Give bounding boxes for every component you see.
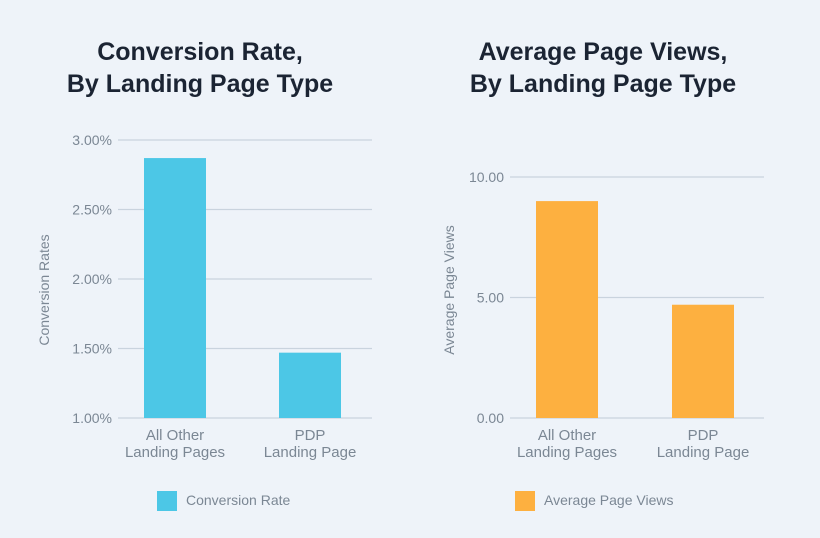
y-tick-label: 10.00	[469, 169, 504, 185]
y-tick-label: 1.00%	[72, 410, 112, 426]
x-category-label: All Other	[146, 427, 204, 444]
x-category-label: Landing Pages	[517, 444, 617, 461]
y-axis-label: Conversion Rates	[36, 234, 52, 345]
y-tick-label: 2.50%	[72, 202, 112, 218]
legend-swatch	[515, 491, 535, 511]
legend-label: Conversion Rate	[186, 492, 290, 508]
conversion-rate-chart: Conversion Rate, By Landing Page Type 1.00…	[36, 38, 372, 511]
x-category-label: Landing Pages	[125, 444, 225, 461]
chart-title-line: Average Page Views,	[479, 38, 728, 66]
y-tick-label: 5.00	[477, 290, 504, 306]
x-category-label: PDP	[688, 427, 719, 444]
legend-swatch	[157, 491, 177, 511]
bar	[672, 304, 734, 418]
x-category-label: Landing Page	[264, 444, 357, 461]
chart-title-line: By Landing Page Type	[67, 70, 333, 98]
y-tick-label: 0.00	[477, 410, 504, 426]
chart-title-line: Conversion Rate,	[97, 38, 303, 66]
x-category-label: All Other	[538, 427, 596, 444]
bar	[279, 352, 341, 418]
x-category-label: PDP	[295, 427, 326, 444]
bar	[536, 201, 598, 418]
y-tick-label: 3.00%	[72, 132, 112, 148]
y-tick-label: 1.50%	[72, 341, 112, 357]
y-tick-label: 2.00%	[72, 271, 112, 287]
x-category-label: Landing Page	[657, 444, 750, 461]
legend-label: Average Page Views	[544, 492, 673, 508]
chart-title-line: By Landing Page Type	[470, 70, 736, 98]
y-axis-label: Average Page Views	[441, 225, 457, 354]
bar	[144, 158, 206, 418]
average-page-views-chart: Average Page Views, By Landing Page Type 0…	[441, 38, 764, 511]
